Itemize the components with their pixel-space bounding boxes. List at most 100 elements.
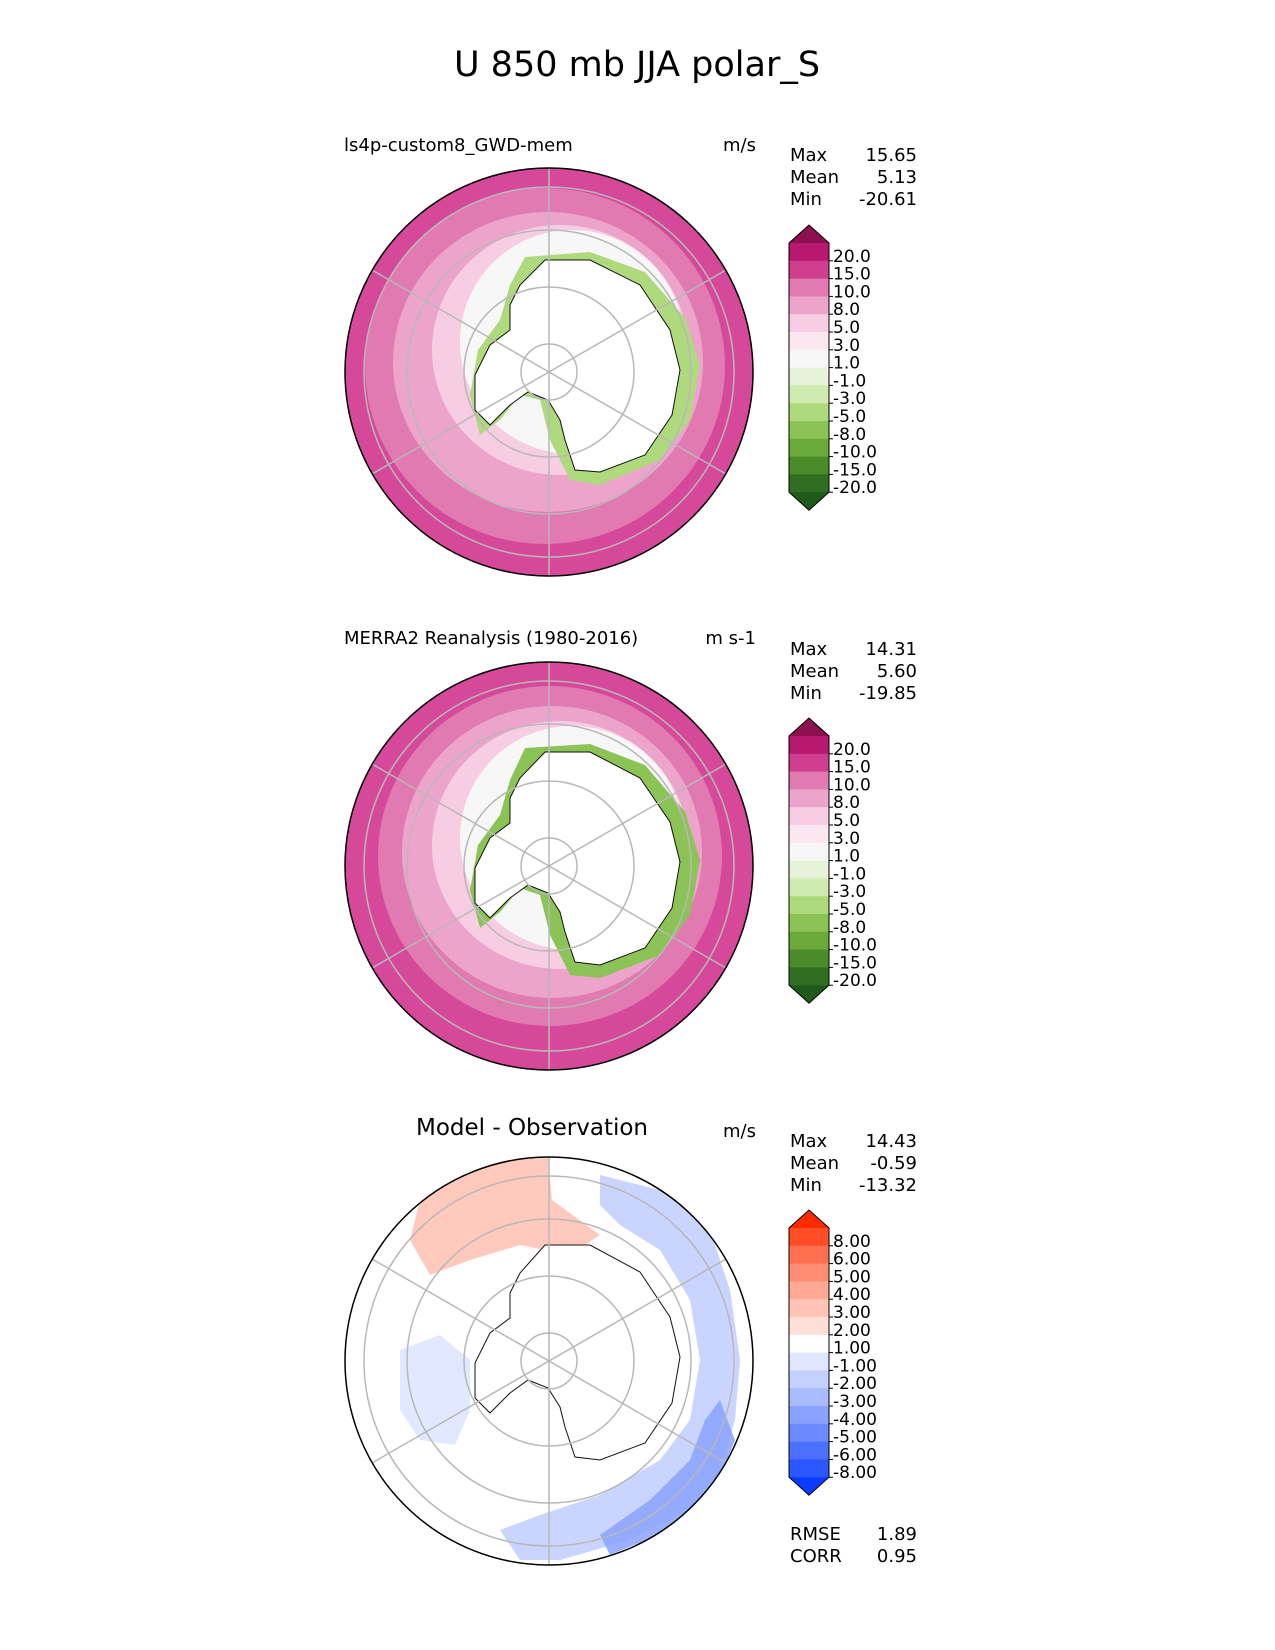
graticule [363, 1157, 735, 1565]
negative-anomaly-indian [500, 1175, 740, 1560]
polar-map [345, 662, 753, 1070]
colorbar-segment [789, 385, 829, 404]
colorbar-segment [789, 260, 829, 280]
colorbar-tick-label: 1.00 [833, 1339, 871, 1359]
stat-min-value: -20.61 [859, 189, 917, 210]
metric-rmse-label: RMSE [790, 1524, 841, 1545]
graticule [363, 168, 735, 576]
stat-max-label: Max [790, 1131, 828, 1152]
stat-mean-label: Mean [790, 167, 839, 188]
colorbar-extend-max [789, 1210, 829, 1228]
colorbar-segment [789, 753, 829, 773]
panel-difference: Model - Observation m/s Max 14.43 Mean -… [344, 1115, 917, 1567]
colorbar-tick-label: -8.00 [833, 1463, 877, 1483]
colorbar-segment [789, 421, 829, 440]
colorbar-segment [789, 403, 829, 422]
colorbar-segment [789, 367, 829, 386]
stats-block: Max 14.31 Mean 5.60 Min -19.85 [790, 639, 917, 704]
colorbar-tick-label: 4.00 [833, 1285, 871, 1305]
panel-observation: MERRA2 Reanalysis (1980-2016) m s-1 Max … [344, 628, 917, 1071]
colorbar-tick-label: 1.0 [833, 847, 860, 867]
map-boundary [344, 1156, 754, 1566]
colorbar-tick-label: -1.00 [833, 1356, 877, 1376]
stat-min-label: Min [790, 189, 822, 210]
units-label: m/s [723, 1121, 756, 1142]
stat-min-value: -13.32 [859, 1175, 917, 1196]
stat-min-label: Min [790, 683, 822, 704]
stat-mean-label: Mean [790, 1153, 839, 1174]
colorbar-segment [789, 296, 829, 315]
colorbar-tick-label: -10.0 [833, 936, 877, 956]
colorbar-segment [789, 967, 829, 986]
colorbar-extend-max [789, 225, 829, 243]
stats-block: Max 15.65 Mean 5.13 Min -20.61 [790, 145, 917, 210]
colorbar-tick-label: -20.0 [833, 971, 877, 991]
panel-model: ls4p-custom8_GWD-mem m/s Max 15.65 Mean … [344, 135, 917, 577]
colorbar-segment [789, 438, 829, 458]
colorbar-segment [789, 456, 829, 475]
colorbar-segment [789, 1281, 829, 1300]
colorbar-tick-label: 3.0 [833, 336, 860, 356]
stat-max-value: 15.65 [865, 145, 917, 166]
colorbar-tick-label: 8.0 [833, 793, 860, 813]
colorbar-tick-label: 15.0 [833, 265, 871, 285]
map-boundary [344, 167, 754, 577]
colorbar-tick-label: 1.0 [833, 354, 860, 374]
colorbar-extend-min [789, 985, 829, 1004]
colorbar-tick-label: 8.0 [833, 300, 860, 320]
colorbar-tick-label: 3.00 [833, 1303, 871, 1323]
stat-min-label: Min [790, 1175, 822, 1196]
colorbar-tick-label: 20.0 [833, 740, 871, 760]
colorbar-tick-label: 5.0 [833, 318, 860, 338]
polar-map [345, 168, 753, 576]
colorbar-segment [789, 1245, 829, 1265]
negative-anomaly-atlantic [400, 1335, 470, 1445]
panel-title: ls4p-custom8_GWD-mem [344, 135, 573, 156]
colorbar-segment [789, 1388, 829, 1407]
stat-max-label: Max [790, 145, 828, 166]
colorbar-segment [789, 1423, 829, 1443]
panel-title: MERRA2 Reanalysis (1980-2016) [344, 628, 638, 649]
graticule [363, 662, 735, 1070]
colorbar-tick-label: 8.00 [833, 1232, 871, 1252]
colorbar-segment [789, 807, 829, 826]
stat-mean-value: -0.59 [870, 1153, 917, 1174]
colorbar-extend-min [789, 1477, 829, 1496]
colorbar-segment [789, 1228, 829, 1247]
stat-mean-value: 5.13 [877, 167, 917, 188]
panel-title: Model - Observation [416, 1115, 648, 1141]
colorbar-segment [789, 896, 829, 915]
stats-block: Max 14.43 Mean -0.59 Min -13.32 [790, 1131, 917, 1196]
colorbar-tick-label: -8.0 [833, 918, 866, 938]
colorbar-segment [789, 949, 829, 968]
colorbar-segment [789, 474, 829, 493]
colorbar-segment [789, 771, 829, 790]
colorbar-tick-label: -3.0 [833, 882, 866, 902]
units-label: m/s [723, 135, 756, 156]
colorbar-tick-label: 3.0 [833, 829, 860, 849]
colorbar-segment [789, 1352, 829, 1371]
metric-rmse-value: 1.89 [877, 1524, 917, 1545]
colorbar-tick-label: 5.0 [833, 811, 860, 831]
colorbar-tick-label: -15.0 [833, 953, 877, 973]
colorbar-tick-label: 2.00 [833, 1321, 871, 1341]
units-label: m s-1 [705, 628, 756, 649]
colorbar-tick-label: -2.00 [833, 1374, 877, 1394]
colorbar: 20.015.010.08.05.03.01.0-1.0-3.0-5.0-8.0… [788, 717, 877, 1004]
meridian [371, 1258, 727, 1464]
antarctica [474, 259, 681, 473]
metric-corr-label: CORR [790, 1546, 842, 1567]
colorbar-segment [789, 1299, 829, 1318]
colorbar-tick-label: 15.0 [833, 758, 871, 778]
stat-min-value: -19.85 [859, 683, 917, 704]
colorbar-segment [789, 278, 829, 297]
colorbar: 20.015.010.08.05.03.01.0-1.0-3.0-5.0-8.0… [788, 224, 877, 511]
colorbar-extend-max [789, 718, 829, 736]
colorbar-segment [789, 1334, 829, 1354]
colorbar-tick-label: 10.0 [833, 282, 871, 302]
colorbar-segment [789, 842, 829, 862]
colorbar: 8.006.005.004.003.002.001.00-1.00-2.00-3… [788, 1209, 877, 1496]
metric-corr-value: 0.95 [877, 1546, 917, 1567]
stat-max-value: 14.43 [865, 1131, 917, 1152]
